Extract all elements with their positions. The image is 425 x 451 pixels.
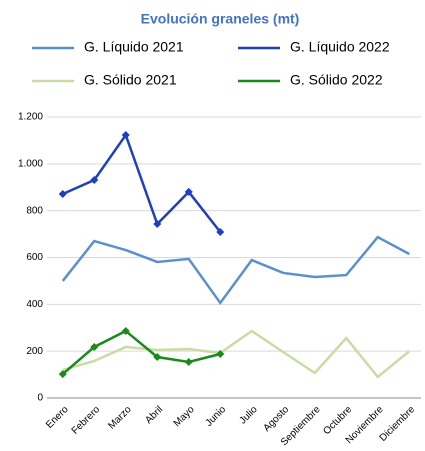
- point-marker: [184, 187, 193, 196]
- point-marker: [153, 220, 162, 229]
- legend-label: G. Líquido 2022: [290, 39, 390, 55]
- point-marker: [184, 357, 193, 366]
- series-line: [62, 132, 222, 233]
- x-tick-label: Febrero: [70, 404, 103, 437]
- x-tick-label: Junio: [204, 404, 229, 429]
- y-tick-label: 0: [37, 393, 43, 404]
- y-tick-label: 200: [26, 346, 43, 357]
- y-tick-label: 600: [26, 252, 43, 263]
- point-marker: [58, 370, 67, 379]
- series-line: [62, 329, 411, 379]
- x-tick-label: Julio: [237, 404, 260, 427]
- x-tick-label: Marzo: [106, 404, 134, 432]
- point-marker: [58, 190, 67, 199]
- x-tick-label: Abril: [143, 404, 165, 426]
- series-line: [61, 235, 410, 306]
- point-marker: [121, 327, 130, 336]
- x-tick-label: Agosto: [261, 404, 291, 434]
- y-tick-label: 400: [26, 299, 43, 310]
- y-tick-label: 1.000: [18, 158, 43, 169]
- y-tick-label: 1.200: [18, 112, 43, 123]
- point-marker: [90, 175, 99, 184]
- chart-title: Evolución graneles (mt): [141, 11, 300, 27]
- point-marker: [153, 353, 162, 362]
- legend-label: G. Sólido 2021: [84, 72, 177, 88]
- point-marker: [216, 349, 225, 358]
- x-tick-label: Enero: [44, 404, 71, 431]
- legend-label: G. Sólido 2022: [290, 72, 383, 88]
- point-marker: [121, 131, 130, 140]
- y-tick-label: 800: [26, 205, 43, 216]
- legend-label: G. Líquido 2021: [84, 39, 184, 55]
- x-tick-label: Mayo: [172, 404, 197, 429]
- point-marker: [90, 342, 99, 351]
- point-marker: [216, 227, 225, 236]
- series-line: [61, 329, 221, 376]
